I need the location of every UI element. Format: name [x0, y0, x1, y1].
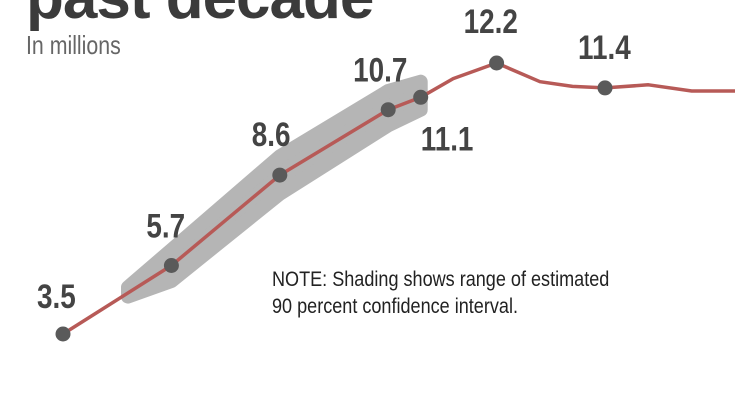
data-label: 11.4	[578, 28, 631, 66]
chart-subtitle: In millions	[26, 30, 121, 60]
data-point-marker	[55, 326, 71, 342]
data-point-marker	[272, 167, 288, 183]
data-label: 5.7	[146, 207, 185, 245]
data-point-marker	[413, 89, 429, 105]
data-label: 3.5	[37, 277, 76, 315]
data-point-marker	[380, 102, 396, 118]
data-point-marker	[489, 55, 505, 71]
data-label: 11.1	[421, 120, 474, 158]
series-line	[61, 61, 735, 336]
data-point-marker	[597, 80, 613, 96]
data-label: 10.7	[353, 51, 407, 89]
marker-layer	[55, 55, 613, 342]
data-label-layer: 3.55.78.610.711.112.211.41110.7	[37, 2, 631, 315]
chart-note: NOTE: Shading shows range of estimated 9…	[272, 268, 610, 318]
data-label: 12.2	[464, 2, 518, 40]
data-label: 8.6	[252, 115, 291, 153]
data-point-marker	[163, 258, 179, 273]
chart-title: past decade	[26, 0, 374, 33]
series-line-layer	[61, 61, 735, 336]
